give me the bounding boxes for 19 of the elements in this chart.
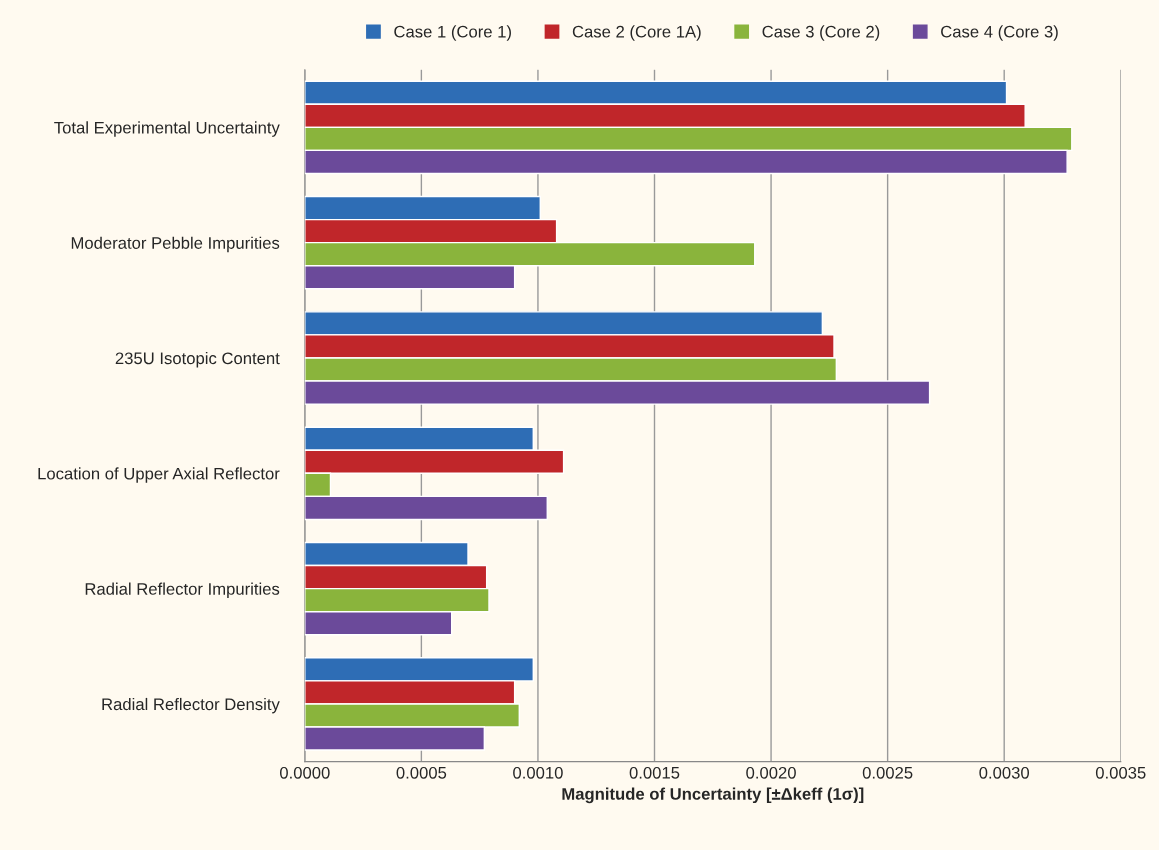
legend-label: Case 4 (Core 3)	[941, 25, 1058, 41]
y-tick-label: Moderator Pebble Impurities	[71, 236, 280, 253]
y-tick-label: Location of Upper Axial Reflector	[38, 467, 280, 483]
y-tick-label: Radial Reflector Density	[102, 697, 280, 714]
x-tick-label: 0.0020	[746, 766, 796, 779]
x-tick-label: 0.0000	[279, 766, 330, 779]
x-tick-label: 0.0025	[862, 766, 913, 779]
x-tick-label: 0.0005	[396, 766, 447, 779]
x-tick-label: 0.0015	[629, 766, 680, 779]
x-axis-title: Magnitude of Uncertainty [±Δkeff (1σ)]	[562, 787, 864, 804]
y-tick-label: Radial Reflector Impurities	[85, 582, 280, 599]
y-tick-label: 235U Isotopic Content	[115, 351, 280, 368]
legend-label: Case 3 (Core 2)	[762, 25, 880, 41]
x-tick-label: 0.0035	[1095, 766, 1146, 779]
x-tick-label: 0.0030	[979, 766, 1030, 779]
y-tick-label: Total Experimental Uncertainty	[54, 121, 280, 137]
legend-label: Case 2 (Core 1A)	[572, 25, 701, 41]
x-tick-label: 0.0010	[513, 766, 563, 779]
legend-label: Case 1 (Core 1)	[394, 25, 511, 41]
